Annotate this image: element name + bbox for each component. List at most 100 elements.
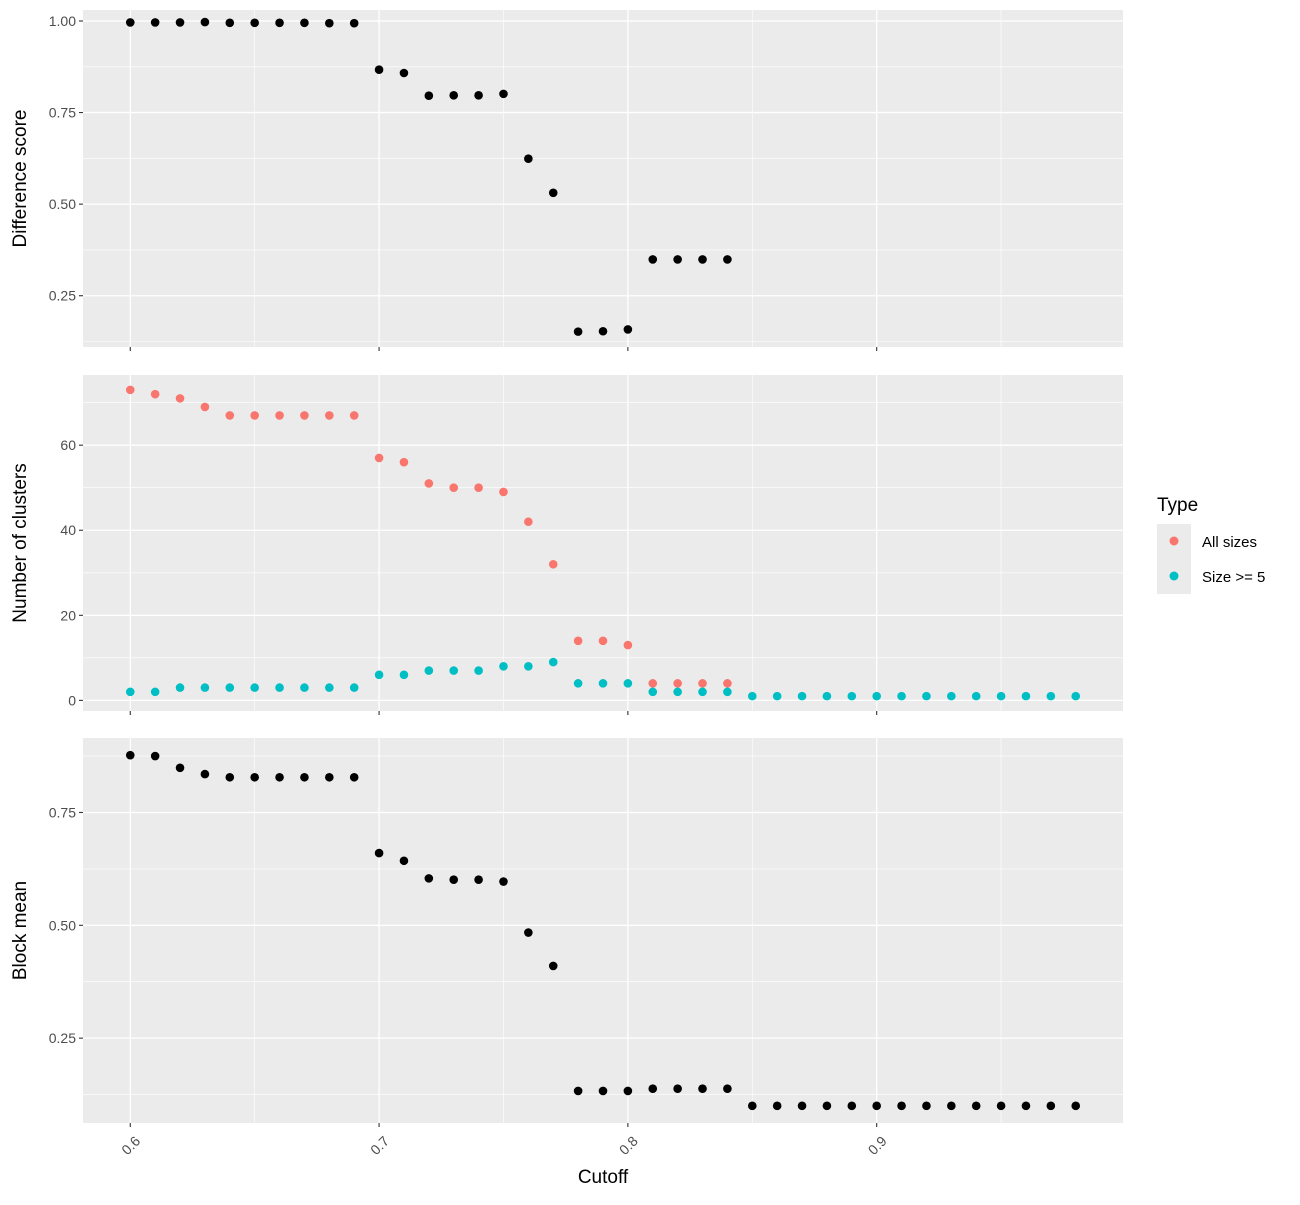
data-point [922, 691, 931, 701]
panel-1: 0.25 0.50 0.75 1.00 Difference score [10, 10, 1123, 351]
data-point [673, 679, 682, 688]
series-1 [125, 750, 1081, 1111]
data-point [897, 691, 906, 701]
x-tick-label: 0.6 [118, 1133, 143, 1158]
data-point [250, 411, 259, 420]
data-point [747, 1101, 757, 1111]
data-point [598, 326, 608, 336]
data-point [125, 687, 135, 697]
data-point [822, 1101, 832, 1111]
data-point [200, 683, 210, 692]
y-tick-label: 40 [60, 522, 76, 538]
data-point [1046, 691, 1056, 701]
data-point [225, 411, 235, 420]
data-point [548, 188, 558, 198]
panel-background [83, 738, 1123, 1123]
data-point [449, 666, 459, 675]
panels-layer: 0.25 0.50 0.75 1.00 Difference score 0 20 40 60 N… [10, 10, 1123, 1127]
data-point [623, 1086, 633, 1096]
legend-title: Type [1157, 495, 1198, 516]
data-point [698, 255, 707, 264]
data-point [499, 487, 508, 497]
y-tick-label: 0.75 [49, 804, 76, 820]
data-point [474, 483, 483, 493]
data-point [1021, 691, 1031, 701]
panel-3: 0.25 0.50 0.75 Block mean [10, 738, 1123, 1127]
data-point [275, 772, 284, 782]
data-point [449, 91, 459, 100]
x-tick-label: 0.7 [367, 1133, 392, 1158]
data-point [499, 89, 508, 99]
data-point [325, 18, 334, 28]
data-point [225, 683, 235, 692]
data-point [573, 636, 583, 646]
data-point [698, 1084, 707, 1093]
legend-key-size-5 [1169, 571, 1179, 581]
data-point [971, 1101, 981, 1111]
data-point [474, 875, 483, 885]
x-tick-label: 0.9 [865, 1133, 890, 1158]
data-point [325, 683, 334, 692]
data-point [598, 636, 608, 646]
data-point [300, 18, 309, 28]
data-point [723, 679, 732, 688]
data-point [374, 670, 384, 680]
panel-2: 0 20 40 60 Number of clusters [10, 375, 1123, 715]
legend-label-all-sizes: All sizes [1202, 534, 1257, 551]
data-point [175, 763, 185, 773]
data-point [797, 691, 807, 701]
y-tick-label: 0.50 [49, 196, 76, 212]
data-point [897, 1101, 906, 1111]
data-point [648, 255, 658, 264]
data-point [474, 91, 483, 100]
data-point [349, 772, 359, 782]
y-tick-label: 0.25 [49, 288, 76, 304]
data-point [772, 691, 782, 701]
data-point [424, 91, 434, 101]
data-point [698, 679, 707, 688]
data-point [150, 687, 160, 697]
data-point [125, 750, 135, 760]
data-point [150, 18, 160, 27]
legend-key-background [1157, 524, 1191, 594]
x-axis-title: Cutoff [578, 1167, 629, 1188]
data-point [673, 1084, 682, 1093]
data-point [275, 683, 284, 692]
data-point [250, 683, 259, 692]
x-tick-label: 0.8 [616, 1133, 641, 1158]
data-point [623, 679, 633, 688]
data-point [723, 1084, 732, 1093]
data-point [573, 679, 583, 688]
data-point [598, 679, 608, 688]
series-1 [125, 17, 732, 336]
data-point [300, 772, 309, 782]
data-point [822, 691, 832, 701]
data-point [548, 559, 558, 569]
series-1 [125, 385, 732, 688]
legend-label-size-5: Size >= 5 [1202, 569, 1265, 586]
data-point [673, 255, 682, 264]
data-point [424, 666, 434, 675]
data-point [947, 1101, 956, 1111]
y-axis-title: Number of clusters [10, 463, 31, 622]
data-point [250, 18, 259, 28]
data-point [872, 691, 881, 701]
data-point [723, 687, 732, 697]
data-point [772, 1101, 782, 1111]
data-point [399, 68, 409, 78]
data-point [499, 877, 508, 886]
data-point [325, 772, 334, 782]
data-point [648, 679, 658, 688]
data-point [399, 856, 409, 866]
y-tick-label: 60 [60, 437, 76, 453]
y-tick-label: 1.00 [49, 13, 76, 29]
data-point [125, 385, 135, 395]
data-point [499, 662, 508, 671]
data-point [399, 457, 409, 467]
data-point [449, 483, 459, 493]
y-tick-label: 0 [68, 692, 76, 708]
data-point [474, 666, 483, 675]
data-point [573, 1086, 583, 1096]
